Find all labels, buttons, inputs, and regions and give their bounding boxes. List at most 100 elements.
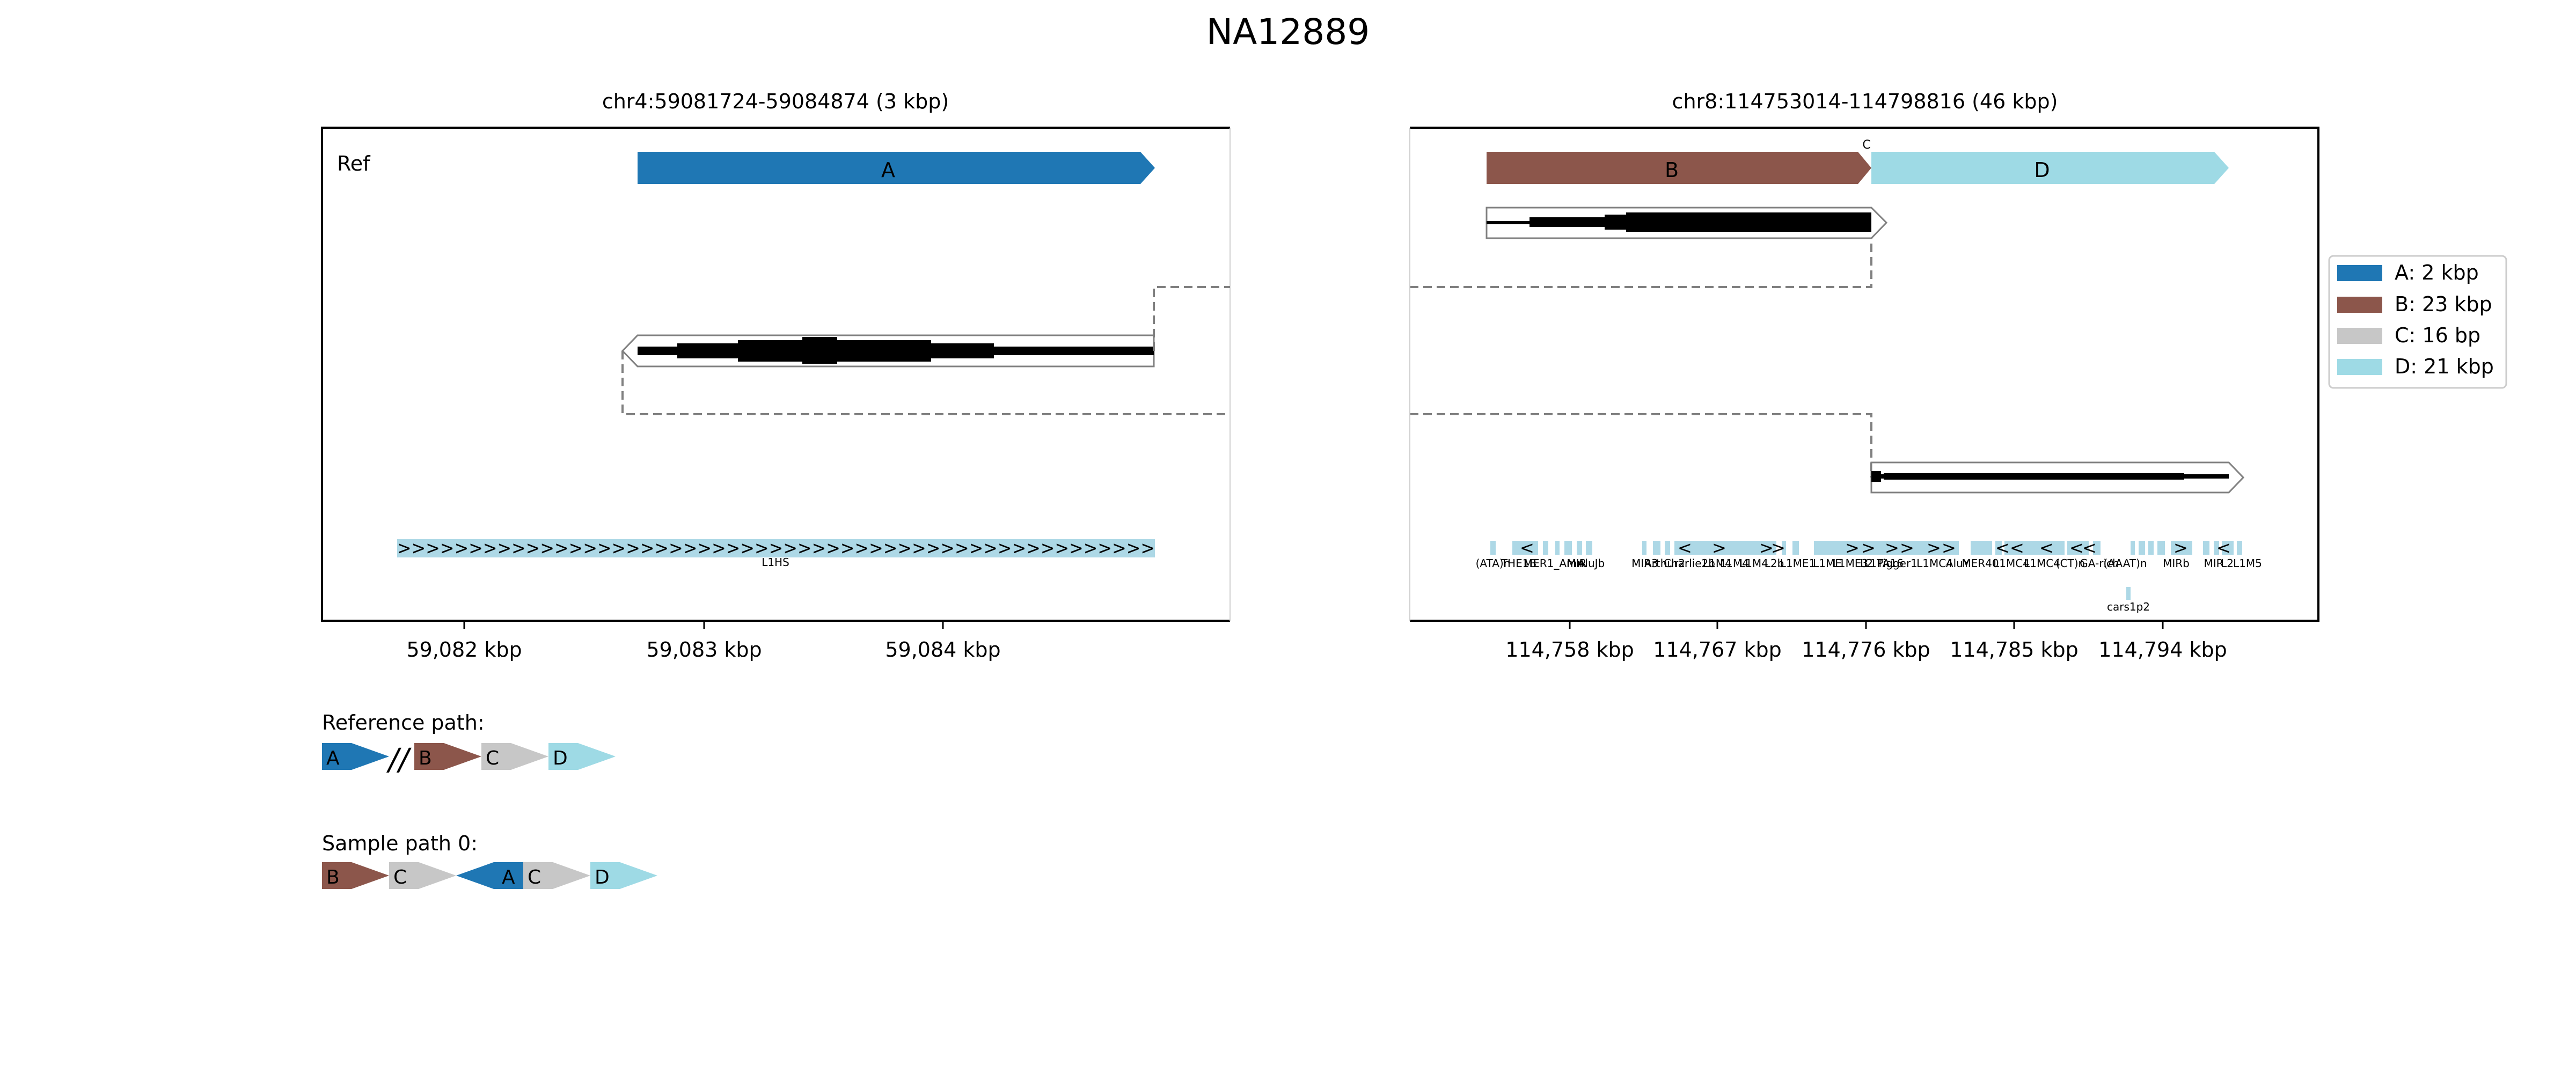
legend: A: 2 kbp B: 23 kbp C: 16 bp D: 21 kbp (2328, 255, 2507, 389)
svg-text:<: < (2039, 538, 2054, 558)
left-panel-title: chr4:59081724-59084874 (3 kbp) (602, 90, 949, 113)
legend-swatch-C (2337, 328, 2382, 344)
svg-text:A: A (326, 747, 340, 769)
left-tick-0: 59,082 kbp (406, 638, 522, 662)
svg-text:L1PA16: L1PA16 (1864, 557, 1904, 570)
svg-text:MER1_Amn: MER1_Amn (1524, 557, 1584, 570)
svg-text:>: > (1885, 538, 1899, 558)
right-panel-title: chr8:114753014-114798816 (46 kbp) (1672, 90, 2058, 113)
svg-text:L1M4: L1M4 (1703, 557, 1732, 570)
svg-text:L2: L2 (2221, 557, 2234, 570)
ref-path-segment-C (481, 743, 548, 770)
right-tick-2: 114,776 kbp (1802, 638, 1930, 662)
svg-text:MIR: MIR (2204, 557, 2223, 570)
svg-text:MIR3: MIR3 (1631, 557, 1658, 570)
svg-text:L2: L2 (1860, 557, 1873, 570)
right-repeat-arrows: < > > < > > > > > > > < < < < < > < (1520, 538, 2231, 558)
right-x-axis: 114,758 kbp 114,767 kbp 114,776 kbp 114,… (1505, 621, 2227, 662)
repeat-L1HS-label: L1HS (762, 556, 789, 569)
left-tick-1: 59,083 kbp (646, 638, 762, 662)
sample-path-label: Sample path 0: (322, 832, 478, 855)
segment-C-label: C (1862, 138, 1870, 152)
repeat-L1HS-arrows: >>>>>>>>>>>>>>>>>>>>>>>>>>>>>>>>>>>>>>>>… (397, 538, 1155, 559)
segment-D-ref (1871, 152, 2229, 184)
repeat-L1HS-bar (397, 539, 1155, 557)
segment-B-ref (1487, 152, 1871, 184)
svg-text:AluY: AluY (1946, 557, 1970, 570)
svg-text:<: < (2082, 538, 2097, 558)
segment-A-label: A (881, 158, 895, 182)
svg-text:L1ME3: L1ME3 (1833, 557, 1868, 570)
svg-text:L1ME: L1ME (1813, 557, 1842, 570)
svg-text:(AAAT)n: (AAAT)n (2103, 557, 2147, 570)
svg-text:C: C (393, 866, 407, 888)
svg-text:D: D (553, 747, 568, 769)
svg-text:GA-rich: GA-rich (2080, 557, 2119, 570)
reference-path-label: Reference path: (322, 711, 485, 734)
svg-text:>: > (1771, 538, 1785, 558)
right-panel-frame (1410, 127, 2319, 622)
svg-text:A: A (502, 866, 515, 888)
svg-text:L1ME1: L1ME1 (1780, 557, 1816, 570)
svg-text:Tigger1: Tigger1 (1876, 557, 1918, 570)
svg-text:>: > (1845, 538, 1860, 558)
svg-text:Charlie2b: Charlie2b (1664, 557, 1715, 570)
right-tick-4: 114,794 kbp (2098, 638, 2227, 662)
gene-label-cars1p2: cars1p2 (2107, 600, 2150, 613)
legend-swatch-D (2337, 359, 2382, 375)
legend-label-C: C: 16 bp (2395, 324, 2480, 347)
right-repeat-track (1490, 541, 2242, 600)
svg-text:B: B (419, 747, 432, 769)
ref-path-segment-A (322, 743, 389, 770)
svg-text:<: < (2069, 538, 2084, 558)
svg-text:>: > (1927, 538, 1941, 558)
svg-text:L1M4: L1M4 (1720, 557, 1749, 570)
svg-text:>: > (1861, 538, 1876, 558)
ref-path-segment-D (548, 743, 616, 770)
left-panel-frame (321, 127, 1230, 622)
svg-text:L1M5: L1M5 (2233, 557, 2262, 570)
right-tick-0: 114,758 kbp (1505, 638, 1634, 662)
sample-path-segment-B (322, 862, 389, 889)
svg-text:B: B (326, 866, 340, 888)
segment-B-label: B (1665, 158, 1679, 182)
legend-swatch-B (2337, 297, 2382, 313)
svg-text:>: > (1759, 538, 1774, 558)
legend-label-B: B: 23 kbp (2395, 292, 2492, 316)
alignment-A (621, 334, 1155, 368)
svg-text:Arthur2: Arthur2 (1644, 557, 1685, 570)
connector-lines (621, 223, 1872, 477)
right-repeat-labels: (ATA)n THE1B MER1_Amn MIR AluJb MIR3 Art… (1476, 557, 2262, 570)
sample-path-segment-C (389, 862, 456, 889)
right-tick-1: 114,767 kbp (1653, 638, 1781, 662)
left-tick-2: 59,084 kbp (885, 638, 1000, 662)
right-tick-3: 114,785 kbp (1950, 638, 2078, 662)
legend-frame (2328, 255, 2507, 389)
figure-title: NA12889 (1206, 11, 1370, 53)
svg-text:>: > (2174, 538, 2188, 558)
alignment-B (1485, 207, 1888, 239)
svg-text:MIRb: MIRb (2163, 557, 2190, 570)
svg-text:<: < (1995, 538, 2010, 558)
left-panel: chr4:59081724-59084874 (3 kbp) Ref A >>>… (321, 90, 1231, 662)
legend-swatch-A (2337, 265, 2382, 281)
svg-text:C: C (528, 866, 541, 888)
svg-text:<: < (1678, 538, 1692, 558)
svg-text:(CT)n: (CT)n (2056, 557, 2085, 570)
sample-path-0: Sample path 0: B C A C D (322, 832, 657, 889)
segment-D-label: D (2034, 158, 2050, 182)
svg-text:AluJb: AluJb (1578, 557, 1605, 570)
svg-text:>: > (1942, 538, 1956, 558)
svg-text:<: < (2010, 538, 2024, 558)
legend-label-A: A: 2 kbp (2395, 261, 2479, 284)
svg-text:L1M4: L1M4 (1739, 557, 1768, 570)
segment-A-ref (638, 152, 1155, 184)
left-x-axis: 59,082 kbp 59,083 kbp 59,084 kbp (406, 621, 1001, 662)
svg-text:D: D (595, 866, 610, 888)
right-panel: chr8:114753014-114798816 (46 kbp) B C D (1409, 90, 2319, 662)
svg-text:THE1B: THE1B (1501, 557, 1536, 570)
alignment-D (1870, 461, 2245, 494)
ref-label: Ref (337, 152, 371, 175)
sample-path-segment-D (590, 862, 657, 889)
svg-text:MER40: MER40 (1962, 557, 1999, 570)
